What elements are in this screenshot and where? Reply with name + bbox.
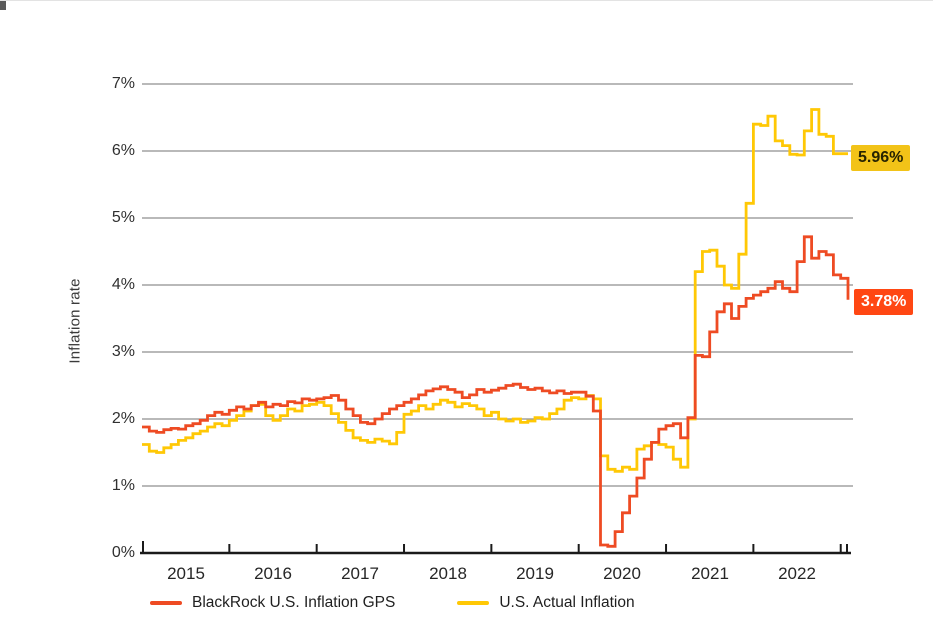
x-tick-label: 2020 [603, 564, 641, 583]
x-tick-label: 2019 [516, 564, 554, 583]
y-tick-label: 4% [111, 276, 135, 293]
y-tick-label: 6% [111, 142, 135, 159]
x-tick-label: 2018 [429, 564, 467, 583]
y-axis-title: Inflation rate [66, 278, 84, 364]
legend-swatch-yellow-line-icon [457, 601, 490, 605]
y-tick-label: 2% [111, 410, 135, 427]
legend-label: BlackRock U.S. Inflation GPS [192, 594, 396, 611]
y-tick-label: 7% [111, 75, 135, 92]
end-value-badge-actual-inflation: 5.96% [851, 145, 911, 171]
legend-item-actual-inflation: U.S. Actual Inflation [457, 594, 635, 612]
legend-swatch-red-line-icon [150, 601, 182, 605]
x-tick-label: 2016 [254, 564, 292, 583]
y-tick-label: 1% [111, 477, 135, 494]
legend-label: U.S. Actual Inflation [499, 594, 635, 611]
y-tick-label: 5% [111, 209, 135, 226]
x-tick-label: 2015 [167, 564, 205, 583]
x-tick-label: 2021 [691, 564, 729, 583]
legend-item-inflation-gps: BlackRock U.S. Inflation GPS [150, 594, 395, 612]
x-tick-label: 2022 [778, 564, 816, 583]
y-tick-label: 0% [111, 544, 135, 561]
legend: BlackRock U.S. Inflation GPS U.S. Actual… [150, 594, 635, 612]
y-tick-label: 3% [111, 343, 135, 360]
screen-corner-artifact [0, 1, 6, 10]
x-tick-label: 2017 [341, 564, 379, 583]
end-value-badge-inflation-gps: 3.78% [854, 289, 914, 315]
